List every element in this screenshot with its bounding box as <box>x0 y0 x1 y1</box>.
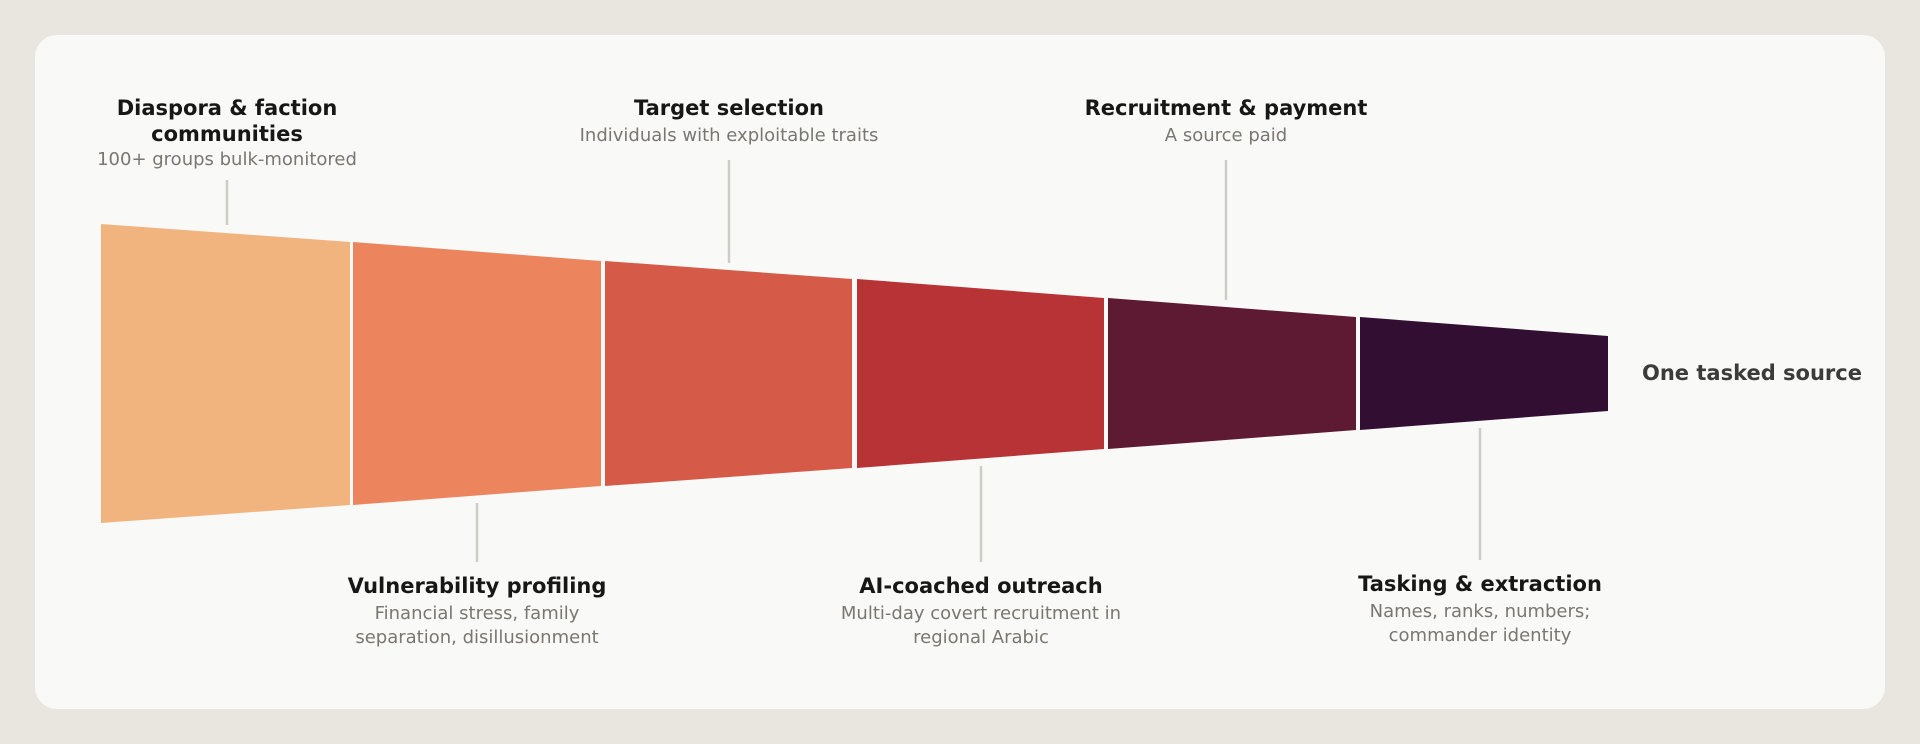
stage-label-target: Target selection Individuals with exploi… <box>580 95 879 148</box>
stage-subtitle: 100+ groups bulk-monitored <box>97 149 357 170</box>
funnel-segment-3 <box>605 261 852 486</box>
stage-label-tasking: Tasking & extraction Names, ranks, numbe… <box>1358 571 1602 648</box>
stage-subtitle-line: commander identity <box>1388 625 1572 646</box>
stage-title: Target selection <box>633 96 825 120</box>
stage-label-diaspora: Diaspora & faction communities 100+ grou… <box>97 95 357 172</box>
stage-label-vulnerability: Vulnerability profiling Financial stress… <box>348 573 607 650</box>
stage-title: Diaspora & faction communities <box>97 95 357 147</box>
stage-title-line: communities <box>151 122 303 146</box>
stage-subtitle: Individuals with exploitable traits <box>579 125 879 146</box>
stage-title: Recruitment & payment <box>1084 96 1368 120</box>
stage-title: Tasking & extraction <box>1358 572 1602 596</box>
stage-subtitle-line: regional Arabic <box>913 627 1049 648</box>
stage-subtitle: Multi-day covert recruitment in regional… <box>841 602 1121 650</box>
stage-subtitle-line: Financial stress, family <box>374 603 580 624</box>
funnel-segment-2 <box>353 242 601 505</box>
stage-subtitle-line: Multi-day covert recruitment in <box>840 603 1122 624</box>
stage-label-recruitment: Recruitment & payment A source paid <box>1085 95 1368 148</box>
stage-subtitle: Names, ranks, numbers; commander identit… <box>1358 600 1602 648</box>
funnel-segment-5 <box>1108 298 1356 449</box>
funnel-segment-1 <box>101 224 350 523</box>
stage-subtitle: A source paid <box>1164 125 1288 146</box>
stage-subtitle-line: Names, ranks, numbers; <box>1369 601 1591 622</box>
stage-subtitle: Financial stress, family separation, dis… <box>348 602 607 650</box>
stage-title-line: Diaspora & faction <box>116 96 338 120</box>
stage-title: AI-coached outreach <box>859 574 1103 598</box>
stage-title: Vulnerability profiling <box>347 574 607 598</box>
stage-label-outreach: AI-coached outreach Multi-day covert rec… <box>841 573 1121 650</box>
funnel-segment-4 <box>857 279 1104 468</box>
stage-subtitle-line: separation, disillusionment <box>355 627 599 648</box>
funnel-segment-6 <box>1360 317 1608 430</box>
funnel-end-label: One tasked source <box>1642 361 1862 385</box>
